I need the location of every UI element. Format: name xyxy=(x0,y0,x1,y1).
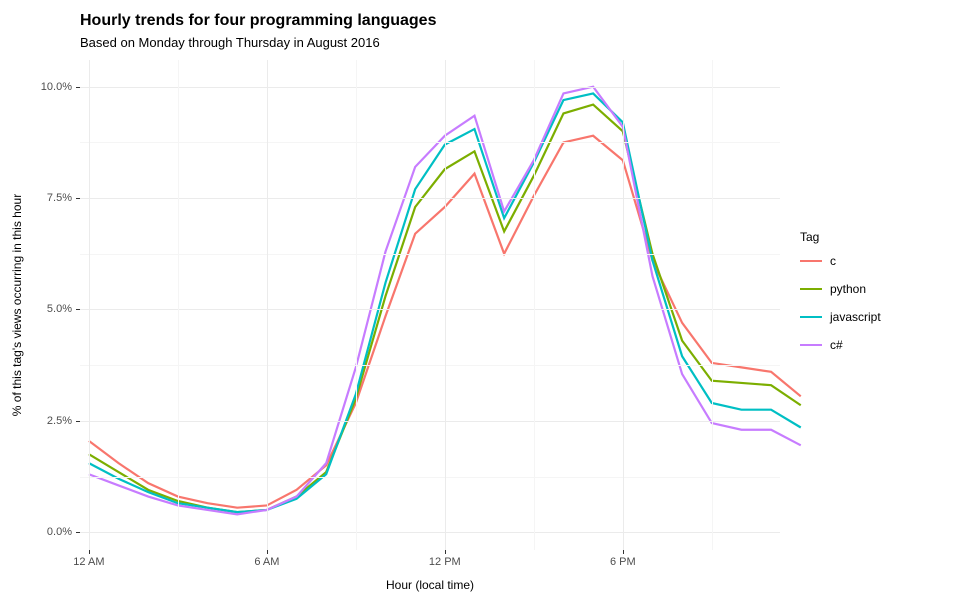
legend-label: c xyxy=(830,254,836,268)
legend-item-python: python xyxy=(800,282,881,296)
gridline-v xyxy=(267,60,268,550)
legend: Tag c python javascript c# xyxy=(800,230,881,366)
gridline-v xyxy=(89,60,90,550)
legend-swatch xyxy=(800,316,822,318)
legend-item-c: c xyxy=(800,254,881,268)
gridline-h xyxy=(80,87,780,88)
legend-swatch xyxy=(800,260,822,262)
y-tick-label: 5.0% xyxy=(47,303,80,315)
gridline-h xyxy=(80,421,780,422)
gridline-h xyxy=(80,198,780,199)
x-tick-label: 12 PM xyxy=(429,550,461,568)
x-axis-label: Hour (local time) xyxy=(80,578,780,592)
legend-title: Tag xyxy=(800,230,881,244)
legend-item-javascript: javascript xyxy=(800,310,881,324)
legend-swatch xyxy=(800,344,822,346)
chart-subtitle: Based on Monday through Thursday in Augu… xyxy=(80,35,380,50)
gridline-v-minor xyxy=(356,60,357,550)
legend-label: javascript xyxy=(830,310,881,324)
gridline-h xyxy=(80,309,780,310)
y-tick-label: 0.0% xyxy=(47,526,80,538)
gridline-h-minor xyxy=(80,254,780,255)
gridline-v xyxy=(623,60,624,550)
gridline-v-minor xyxy=(712,60,713,550)
gridline-h-minor xyxy=(80,365,780,366)
chart-container: Hourly trends for four programming langu… xyxy=(0,0,960,600)
x-tick-label: 6 AM xyxy=(254,550,279,568)
gridline-h xyxy=(80,532,780,533)
legend-item-csharp: c# xyxy=(800,338,881,352)
gridline-h-minor xyxy=(80,477,780,478)
gridline-v xyxy=(445,60,446,550)
chart-title: Hourly trends for four programming langu… xyxy=(80,12,436,30)
legend-swatch xyxy=(800,288,822,290)
legend-label: c# xyxy=(830,338,843,352)
gridline-h-minor xyxy=(80,142,780,143)
plot-area: 0.0%2.5%5.0%7.5%10.0%12 AM6 AM12 PM6 PM xyxy=(80,60,780,550)
legend-label: python xyxy=(830,282,866,296)
y-axis-label: % of this tag's views occurring in this … xyxy=(10,194,24,416)
gridline-v-minor xyxy=(534,60,535,550)
gridline-v-minor xyxy=(178,60,179,550)
x-tick-label: 6 PM xyxy=(610,550,636,568)
y-tick-label: 2.5% xyxy=(47,415,80,427)
x-tick-label: 12 AM xyxy=(73,550,104,568)
y-tick-label: 7.5% xyxy=(47,192,80,204)
y-tick-label: 10.0% xyxy=(41,81,80,93)
